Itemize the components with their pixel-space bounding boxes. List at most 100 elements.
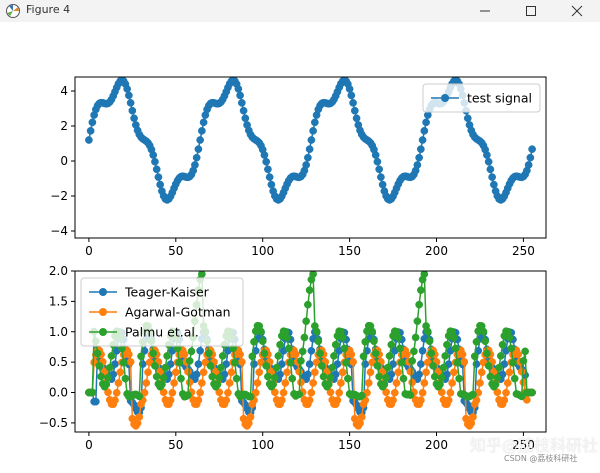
maximize-icon bbox=[526, 6, 536, 16]
test-signal-point bbox=[305, 145, 314, 154]
agarwal-gotman-point bbox=[281, 379, 290, 387]
agarwal-gotman-point bbox=[126, 358, 135, 366]
agarwal-gotman-point bbox=[168, 388, 177, 397]
legend-marker bbox=[441, 94, 449, 102]
agarwal-gotman-point bbox=[450, 368, 458, 377]
test-signal-point bbox=[238, 99, 246, 107]
agarwal-gotman-point bbox=[112, 388, 121, 397]
palmu-et-al-point bbox=[361, 337, 370, 346]
palmu-et-al-point bbox=[283, 333, 291, 342]
test-signal-point bbox=[123, 85, 131, 93]
maximize-button[interactable] bbox=[508, 0, 554, 22]
palmu-et-al-point bbox=[175, 358, 184, 367]
plot-series-group bbox=[85, 271, 536, 430]
agarwal-gotman-point bbox=[406, 367, 415, 376]
agarwal-gotman-point bbox=[493, 388, 502, 397]
agarwal-gotman-point bbox=[104, 388, 112, 397]
test-signal-point bbox=[149, 151, 158, 159]
palmu-et-al-point bbox=[231, 358, 239, 367]
minimize-button[interactable] bbox=[462, 0, 508, 22]
palmu-et-al-point bbox=[258, 337, 267, 346]
agarwal-gotman-point bbox=[458, 350, 467, 359]
x-tick-label: 0 bbox=[85, 244, 93, 258]
agarwal-gotman-point bbox=[198, 379, 206, 387]
legend-label: Palmu et.al. bbox=[125, 325, 199, 340]
test-signal-point bbox=[375, 165, 383, 174]
palmu-et-al-point bbox=[472, 337, 481, 346]
axes-frame bbox=[74, 270, 547, 433]
test-signal-point bbox=[199, 118, 208, 127]
palmu-et-al-point bbox=[493, 373, 502, 382]
palmu-et-al-point bbox=[312, 327, 321, 336]
agarwal-gotman-point bbox=[166, 396, 175, 405]
x-tick-label: 200 bbox=[425, 438, 448, 452]
agarwal-gotman-point bbox=[184, 367, 192, 376]
agarwal-gotman-point bbox=[215, 388, 224, 397]
palmu-et-al-point bbox=[496, 352, 505, 360]
legend-marker bbox=[99, 308, 107, 316]
palmu-et-al-point bbox=[208, 372, 217, 381]
x-tick-label: 150 bbox=[338, 244, 361, 258]
palmu-et-al-point bbox=[430, 372, 439, 381]
x-tick-label: 250 bbox=[512, 438, 535, 452]
test-signal-point bbox=[152, 165, 161, 174]
teager-kaiser-point bbox=[415, 370, 423, 379]
x-tick-label: 200 bbox=[425, 244, 448, 258]
teager-kaiser-point bbox=[304, 370, 312, 379]
palmu-et-al-point bbox=[437, 373, 446, 382]
agarwal-gotman-point bbox=[417, 396, 425, 405]
palmu-et-al-point bbox=[423, 327, 432, 336]
palmu-et-al-point bbox=[158, 380, 166, 389]
teager-kaiser-point bbox=[418, 346, 427, 355]
palmu-et-al-point bbox=[217, 363, 225, 372]
agarwal-gotman-point bbox=[144, 368, 152, 377]
agarwal-gotman-point bbox=[514, 350, 523, 359]
test-signal-point bbox=[490, 180, 498, 189]
figure-svg: 0 50 100 150 200 250 −4 −2 0 2 4 test signal 0 50 100… bbox=[39, 76, 547, 452]
agarwal-gotman-point bbox=[337, 379, 345, 387]
test-signal-point bbox=[371, 151, 380, 159]
palmu-et-al-point bbox=[288, 374, 297, 383]
close-button[interactable] bbox=[554, 0, 600, 22]
palmu-et-al-point bbox=[517, 392, 526, 401]
agarwal-gotman-point bbox=[408, 378, 417, 387]
palmu-et-al-point bbox=[260, 349, 269, 358]
agarwal-gotman-point bbox=[394, 368, 403, 377]
palmu-et-al-point bbox=[163, 352, 171, 360]
test-signal-point bbox=[192, 153, 201, 162]
palmu-et-al-point bbox=[151, 361, 159, 370]
teager-kaiser-point bbox=[474, 346, 483, 355]
test-signal-point bbox=[463, 114, 472, 123]
agarwal-gotman-point bbox=[116, 368, 125, 377]
palmu-et-al-point bbox=[410, 347, 418, 356]
agarwal-gotman-point bbox=[291, 350, 300, 359]
palmu-et-al-point bbox=[187, 347, 196, 356]
test-signal-point bbox=[418, 136, 427, 144]
palmu-et-al-point bbox=[161, 363, 170, 372]
agarwal-gotman-point bbox=[347, 350, 356, 359]
palmu-et-al-point bbox=[481, 337, 490, 346]
teager-kaiser-point bbox=[251, 346, 260, 355]
palmu-et-al-point bbox=[302, 317, 310, 326]
palmu-et-al-point bbox=[380, 380, 389, 389]
palmu-et-al-point bbox=[314, 337, 323, 346]
test-signal-point bbox=[151, 157, 159, 166]
test-signal-point bbox=[241, 114, 250, 123]
top-axes: 0 50 100 150 200 250 −4 −2 0 2 4 test signal bbox=[50, 76, 547, 258]
palmu-et-al-point bbox=[394, 333, 403, 342]
test-signal-point bbox=[191, 161, 199, 169]
palmu-et-al-point bbox=[246, 392, 255, 401]
test-signal-point bbox=[196, 136, 204, 144]
y-tick-label: 0.0 bbox=[49, 386, 68, 400]
close-icon bbox=[571, 5, 583, 17]
agarwal-gotman-point bbox=[446, 388, 455, 397]
agarwal-gotman-point bbox=[180, 350, 189, 359]
palmu-et-al-point bbox=[93, 349, 102, 358]
palmu-et-al-point bbox=[135, 392, 144, 401]
teager-kaiser-point bbox=[363, 346, 371, 355]
palmu-et-al-point bbox=[371, 349, 380, 358]
palmu-et-al-point bbox=[264, 372, 272, 381]
agarwal-gotman-point bbox=[279, 388, 288, 397]
palmu-et-al-point bbox=[470, 352, 479, 361]
agarwal-gotman-point bbox=[225, 379, 234, 387]
